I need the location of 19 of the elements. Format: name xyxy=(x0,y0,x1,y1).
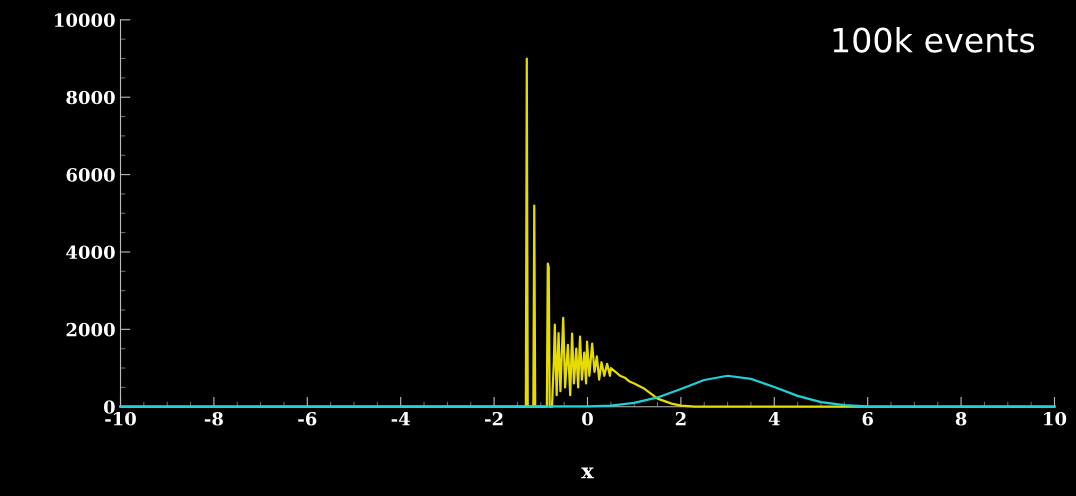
x-tick-label: 2 xyxy=(675,411,686,426)
x-tick-label: 4 xyxy=(768,411,780,426)
y-tick-label: 8000 xyxy=(66,90,115,105)
annotation: 100k events xyxy=(833,26,1035,53)
y-tick-label: 0 xyxy=(103,400,115,414)
y-tick-label: 2000 xyxy=(66,322,115,337)
y-tick-label: 10000 xyxy=(55,13,115,27)
y-tick-label: 4000 xyxy=(66,245,115,260)
x-tick-label: 10 xyxy=(1044,411,1067,426)
x-tick-label: -4 xyxy=(391,411,410,426)
y-tick-label: 6000 xyxy=(66,168,115,182)
x-tick-label: -10 xyxy=(105,411,136,426)
x-tick-label: -2 xyxy=(485,411,503,426)
x-tick-label: 6 xyxy=(862,411,873,426)
x-tick-label: -6 xyxy=(298,411,317,426)
x-axis-title: x xyxy=(581,467,594,479)
x-tick-label: -8 xyxy=(204,411,223,426)
x-tick-label: 0 xyxy=(582,411,593,426)
x-tick-label: 8 xyxy=(955,411,967,426)
